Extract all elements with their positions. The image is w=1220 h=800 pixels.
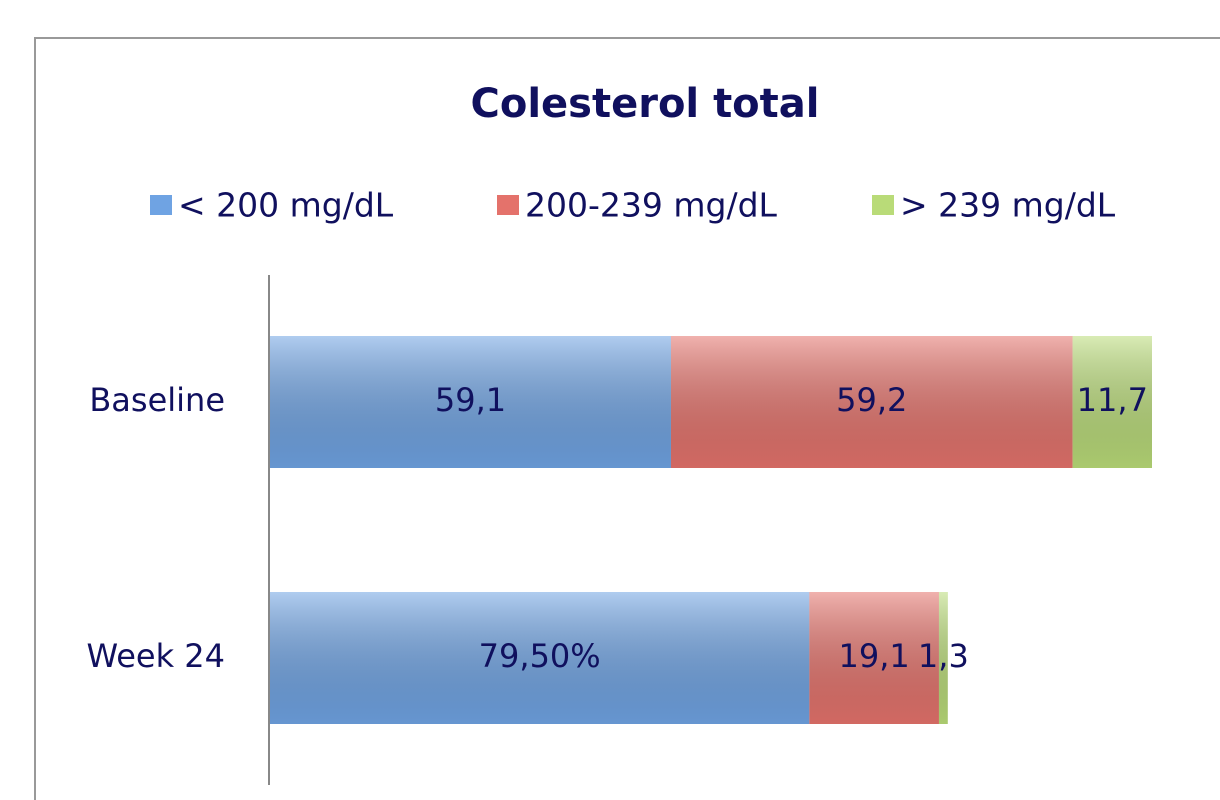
data-label: 59,1	[435, 381, 506, 419]
category-label: Week 24	[86, 637, 225, 675]
legend-label: < 200 mg/dL	[178, 186, 394, 225]
data-label: 1,3	[918, 637, 969, 675]
legend-swatch	[497, 195, 519, 215]
chart-frame	[34, 37, 1220, 800]
data-label: 19,1	[839, 637, 910, 675]
bar-sheen	[938, 592, 948, 724]
legend-label: > 239 mg/dL	[900, 186, 1116, 225]
legend-label: 200-239 mg/dL	[525, 186, 778, 225]
data-label: 79,50%	[479, 637, 601, 675]
bar-sheen	[809, 592, 939, 724]
chart-title: Colesterol total	[470, 81, 819, 127]
bar-sheen	[270, 592, 810, 724]
legend-swatch	[150, 195, 172, 215]
bar-sheen	[1072, 336, 1152, 468]
legend-swatch	[872, 195, 894, 215]
data-label: 59,2	[836, 381, 907, 419]
bar-sheen	[670, 336, 1073, 468]
category-label: Baseline	[89, 381, 225, 419]
data-label: 11,7	[1077, 381, 1148, 419]
bar-sheen	[270, 336, 671, 468]
